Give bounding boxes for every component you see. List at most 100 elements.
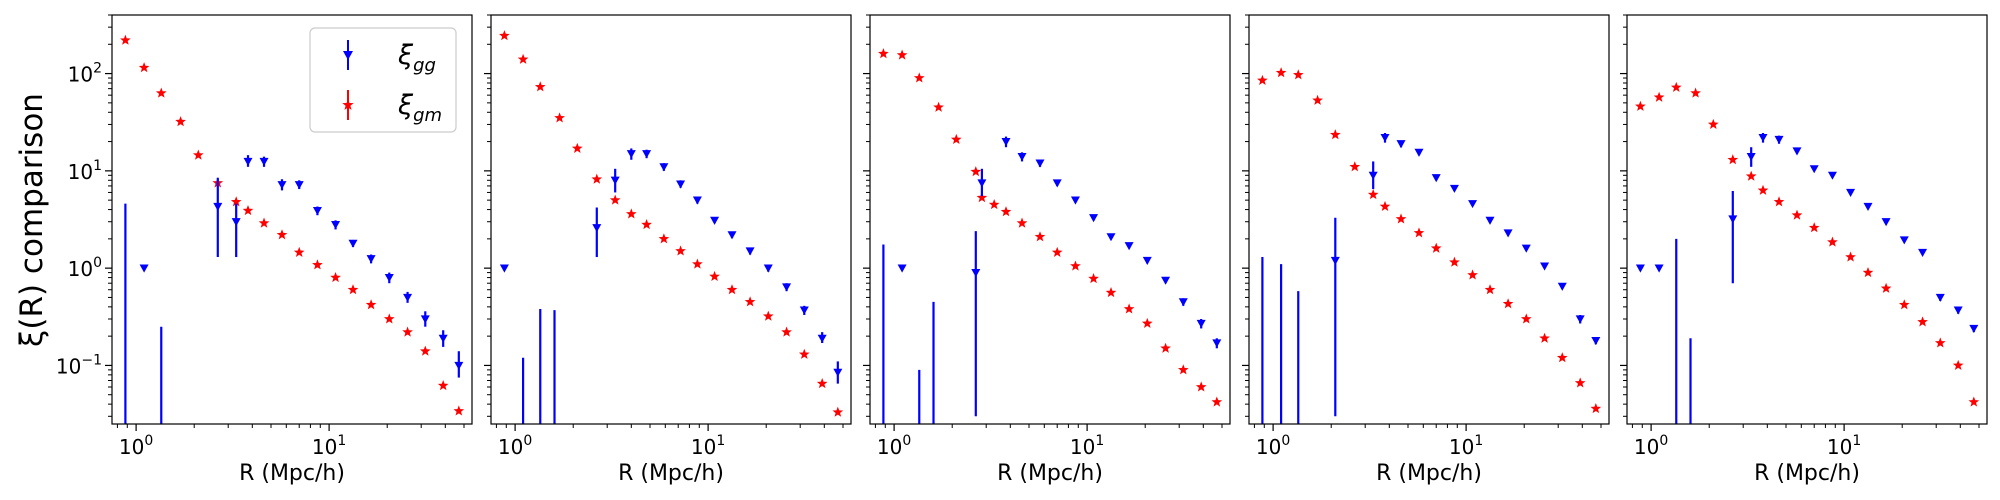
legend-label: ξgm: [397, 90, 442, 126]
data-point: [1746, 153, 1756, 162]
data-point: [1395, 213, 1407, 224]
data-point: [817, 334, 827, 343]
data-point: [1292, 69, 1304, 80]
data-point: [878, 48, 889, 59]
data-point: [517, 53, 529, 64]
data-point: [1106, 233, 1116, 242]
data-point: [1367, 189, 1379, 200]
series-xi-gg: [1261, 132, 1601, 424]
data-point: [798, 348, 810, 359]
data-point: [331, 221, 341, 230]
series-xi-gg: [124, 155, 464, 424]
data-point: [609, 194, 621, 205]
data-point: [1862, 266, 1874, 278]
data-point: [419, 345, 431, 356]
data-point: [1502, 298, 1514, 309]
y-tick-label: 100: [68, 255, 102, 281]
x-tick-label: 100: [119, 433, 153, 459]
data-point: [348, 239, 358, 248]
legend-marker-triangle: [343, 51, 353, 60]
data-point: [1413, 227, 1425, 238]
data-point: [1918, 248, 1928, 257]
data-point: [499, 30, 510, 41]
series-xi-gm: [1257, 67, 1602, 414]
data-point: [641, 219, 652, 230]
plot-area: [120, 34, 465, 424]
data-point: [1773, 196, 1785, 207]
data-point: [1431, 174, 1441, 183]
data-point: [1212, 339, 1222, 348]
data-point: [762, 310, 774, 321]
data-point: [832, 406, 844, 417]
data-point: [1898, 299, 1910, 310]
data-point: [1670, 81, 1682, 92]
x-tick-label: 100: [877, 433, 911, 459]
series-xi-gm: [878, 48, 1223, 407]
panel-1: 100 101 10−1 100 101 102 R (Mpc/h): [56, 14, 473, 486]
x-tick-label: 101: [312, 433, 346, 459]
y-tick-label: 102: [68, 61, 102, 87]
legend-marker-star: [342, 99, 354, 110]
data-point: [1257, 74, 1268, 85]
data-point: [1953, 306, 1963, 315]
data-point: [1792, 147, 1802, 156]
data-point: [1727, 154, 1739, 165]
data-point: [1934, 337, 1946, 348]
data-point: [1123, 303, 1135, 314]
x-tick-label: 101: [1070, 433, 1104, 459]
series-xi-gm: [499, 30, 844, 417]
axes-frame: [869, 14, 1231, 425]
data-point: [1520, 313, 1532, 324]
data-point: [1051, 246, 1063, 257]
data-point: [1654, 264, 1664, 273]
data-point: [420, 315, 430, 324]
data-point: [1430, 242, 1442, 253]
data-point: [120, 34, 131, 45]
data-point: [1001, 137, 1011, 147]
y-axis-label: ξ(R) comparison: [14, 93, 50, 347]
data-point: [366, 255, 376, 264]
data-point: [1707, 118, 1719, 129]
data-point: [1556, 352, 1568, 363]
data-point: [676, 180, 686, 189]
data-point: [1539, 332, 1550, 343]
plot-area: [1635, 81, 1980, 424]
plot-area: [878, 48, 1223, 424]
data-point: [591, 173, 603, 184]
data-point: [1160, 342, 1171, 353]
data-point: [1329, 129, 1341, 140]
data-point: [833, 368, 843, 377]
data-point: [675, 245, 686, 256]
data-point: [1863, 202, 1873, 212]
data-point: [294, 181, 304, 190]
data-point: [950, 133, 962, 145]
data-point: [1177, 364, 1189, 375]
data-point: [1808, 222, 1820, 233]
data-point: [1380, 133, 1390, 143]
data-point: [1468, 200, 1478, 209]
data-point: [1379, 200, 1391, 212]
data-point: [1124, 242, 1134, 251]
data-point: [692, 196, 702, 205]
x-tick-label: 100: [1634, 433, 1668, 459]
data-point: [231, 218, 241, 227]
data-point: [988, 198, 1000, 210]
series-xi-gg: [499, 148, 843, 424]
data-point: [1791, 209, 1803, 220]
data-point: [1196, 319, 1206, 328]
data-point: [592, 224, 602, 233]
data-point: [1758, 133, 1768, 143]
data-point: [1349, 161, 1361, 172]
data-point: [744, 296, 756, 307]
data-point: [1845, 251, 1856, 262]
data-point: [571, 142, 583, 153]
data-point: [1088, 273, 1099, 284]
data-point: [977, 179, 987, 188]
data-point: [896, 49, 908, 60]
data-point: [437, 380, 449, 391]
data-point: [1275, 67, 1287, 78]
data-point: [692, 258, 703, 269]
